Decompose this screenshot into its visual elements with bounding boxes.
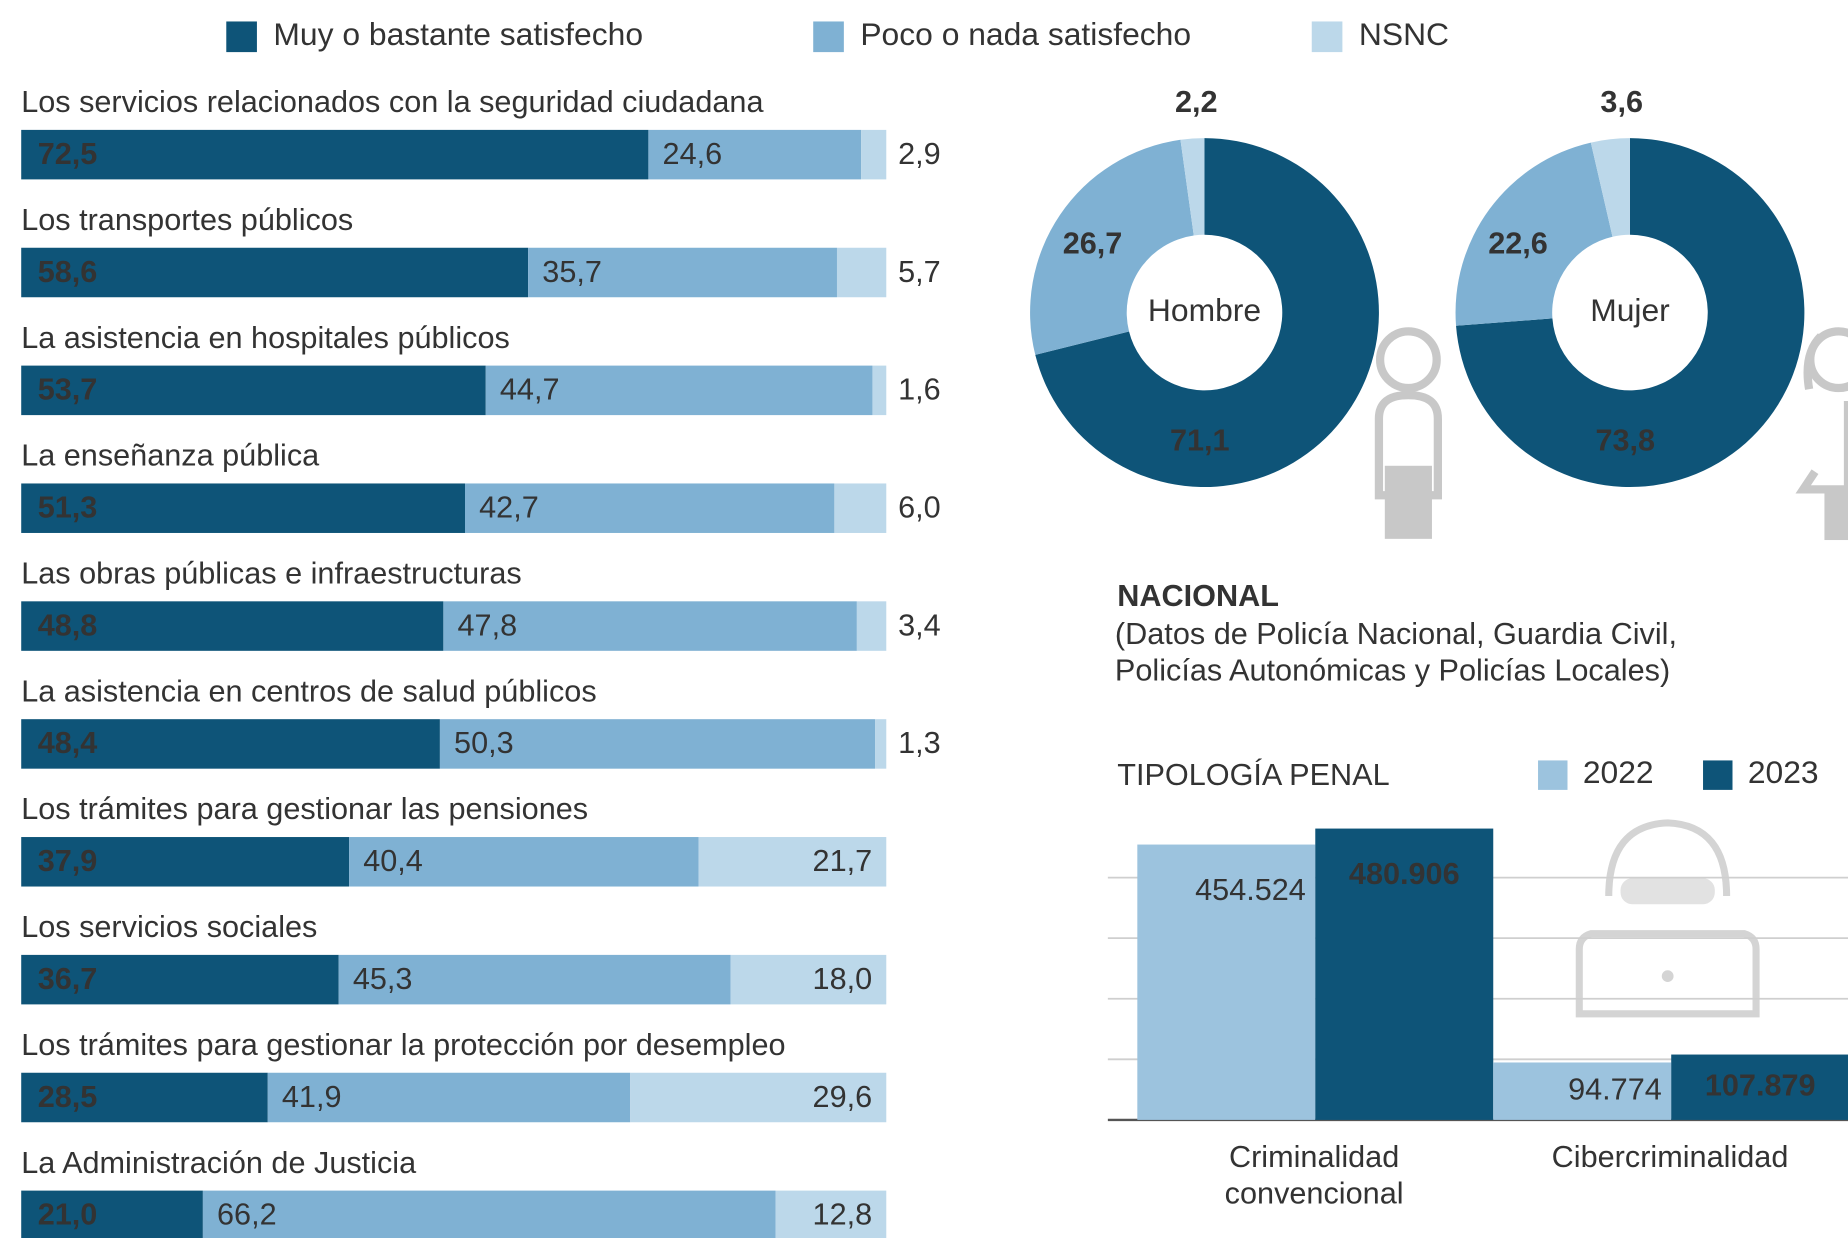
value-label: 6,0 [898,490,941,524]
value-label: 47,8 [458,608,518,642]
value-label: 66,2 [217,1198,277,1232]
value-label: 72,5 [38,137,98,171]
category-label-box: Cibercriminalidad [1499,1139,1841,1233]
axis-title: TIPOLOGÍA PENAL [1117,757,1389,792]
value-label: 454.524 [1195,873,1306,907]
value-label: 53,7 [38,373,98,407]
category-label: Criminalidad convencional [1143,1139,1485,1212]
category-label: La asistencia en centros de salud públic… [21,674,596,708]
value-label: 1,3 [898,726,941,760]
value-label: 1,6 [898,373,941,407]
bar-segment [21,130,648,180]
legend-label: 2022 [1583,754,1654,790]
value-label: 73,8 [1595,423,1655,457]
chart-subtitle-box: (Datos de Policía Nacional, Guardia Civi… [1115,615,1704,733]
legend-label: 2023 [1748,754,1819,790]
value-label: 21,0 [38,1198,98,1232]
value-label: 42,7 [479,490,539,524]
category-label: Los servicios relacionados con la seguri… [21,85,764,119]
value-label: 40,4 [363,844,423,878]
value-label: 21,7 [813,844,873,878]
category-label: Los servicios sociales [21,910,317,944]
value-label: 3,6 [1600,85,1643,119]
hacker-icon [1579,823,1756,1014]
page: Muy o bastante satisfecho Poco o nada sat… [0,0,1848,1238]
legend-label: NSNC [1359,16,1449,52]
value-label: 24,6 [663,137,723,171]
legend-swatch [226,21,257,52]
value-label: 94.774 [1568,1072,1662,1106]
value-label: 22,6 [1488,226,1548,260]
value-label: 26,7 [1063,226,1123,260]
value-label: 107.879 [1705,1068,1816,1102]
value-label: 35,7 [542,255,602,289]
bar-segment [203,1191,776,1238]
value-label: 71,1 [1170,423,1230,457]
infographic: Muy o bastante satisfecho Poco o nada sat… [0,0,1848,1238]
category-label: Los trámites para gestionar las pensione… [21,792,588,826]
chart-title: NACIONAL [1117,579,1279,613]
bar-segment [837,248,886,298]
woman-icon [1803,331,1848,540]
center-label: Hombre [1148,292,1261,328]
value-label: 48,4 [38,726,98,760]
category-label: La Administración de Justicia [21,1146,417,1180]
value-label: 29,6 [813,1080,873,1114]
bar-segment [872,366,886,416]
value-label: 50,3 [454,726,514,760]
bar-segment [857,601,886,651]
legend-label: Muy o bastante satisfecho [273,16,643,52]
value-label: 2,2 [1175,85,1218,119]
value-label: 5,7 [898,255,941,289]
category-label: Los trámites para gestionar la protecció… [21,1028,785,1062]
category-label: La asistencia en hospitales públicos [21,321,510,355]
category-label: Los transportes públicos [21,203,353,237]
value-label: 48,8 [38,608,98,642]
bar-segment [834,483,886,533]
value-label: 37,9 [38,844,98,878]
value-label: 58,6 [38,255,98,289]
legend-swatch [813,21,844,52]
category-label: Las obras públicas e infraestructuras [21,556,521,590]
value-label: 3,4 [898,608,941,642]
category-label-box: Criminalidad convencional [1143,1139,1485,1233]
legend-label: Poco o nada satisfecho [860,16,1191,52]
legend-swatch [1538,760,1567,789]
legend-swatch [1703,760,1732,789]
chart-subtitle: (Datos de Policía Nacional, Guardia Civi… [1115,615,1704,688]
center-label: Mujer [1590,292,1670,328]
category-label: Cibercriminalidad [1499,1139,1841,1176]
value-label: 2,9 [898,137,941,171]
value-label: 45,3 [353,962,413,996]
value-label: 44,7 [500,373,560,407]
man-icon [1379,331,1438,538]
value-label: 480.906 [1349,857,1460,891]
value-label: 36,7 [38,962,98,996]
bar-segment [875,719,886,769]
legend-swatch [1312,21,1343,52]
value-label: 12,8 [813,1198,873,1232]
bar-segment [861,130,886,180]
category-label: La enseñanza pública [21,439,320,473]
value-label: 41,9 [282,1080,342,1114]
value-label: 51,3 [38,490,98,524]
value-label: 28,5 [38,1080,98,1114]
value-label: 18,0 [813,962,873,996]
